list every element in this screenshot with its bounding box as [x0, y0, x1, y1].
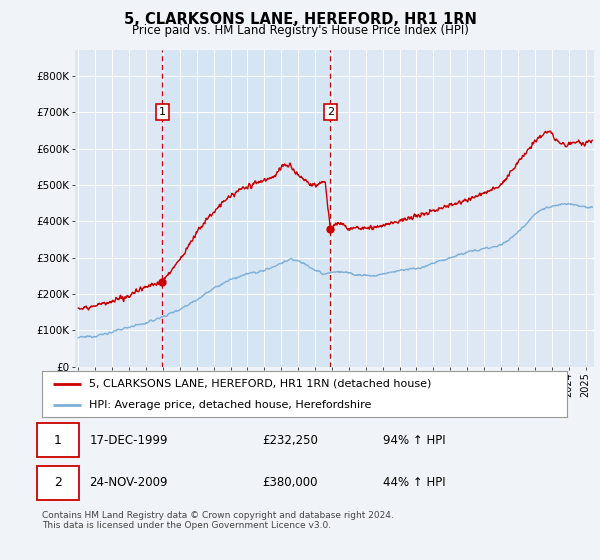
Text: Contains HM Land Registry data © Crown copyright and database right 2024.
This d: Contains HM Land Registry data © Crown c… — [42, 511, 394, 530]
Text: HPI: Average price, detached house, Herefordshire: HPI: Average price, detached house, Here… — [89, 400, 371, 410]
Text: 44% ↑ HPI: 44% ↑ HPI — [383, 477, 446, 489]
Text: 94% ↑ HPI: 94% ↑ HPI — [383, 434, 446, 447]
Text: 1: 1 — [54, 434, 62, 447]
Text: Price paid vs. HM Land Registry's House Price Index (HPI): Price paid vs. HM Land Registry's House … — [131, 24, 469, 36]
Text: £232,250: £232,250 — [263, 434, 319, 447]
Text: 5, CLARKSONS LANE, HEREFORD, HR1 1RN: 5, CLARKSONS LANE, HEREFORD, HR1 1RN — [124, 12, 476, 27]
Text: 24-NOV-2009: 24-NOV-2009 — [89, 477, 168, 489]
Text: £380,000: £380,000 — [263, 477, 318, 489]
FancyBboxPatch shape — [37, 423, 79, 458]
Bar — [162, 50, 330, 367]
Text: 2: 2 — [327, 107, 334, 117]
Text: 2: 2 — [54, 477, 62, 489]
FancyBboxPatch shape — [37, 466, 79, 500]
Text: 17-DEC-1999: 17-DEC-1999 — [89, 434, 168, 447]
Text: 1: 1 — [159, 107, 166, 117]
Text: 5, CLARKSONS LANE, HEREFORD, HR1 1RN (detached house): 5, CLARKSONS LANE, HEREFORD, HR1 1RN (de… — [89, 379, 431, 389]
